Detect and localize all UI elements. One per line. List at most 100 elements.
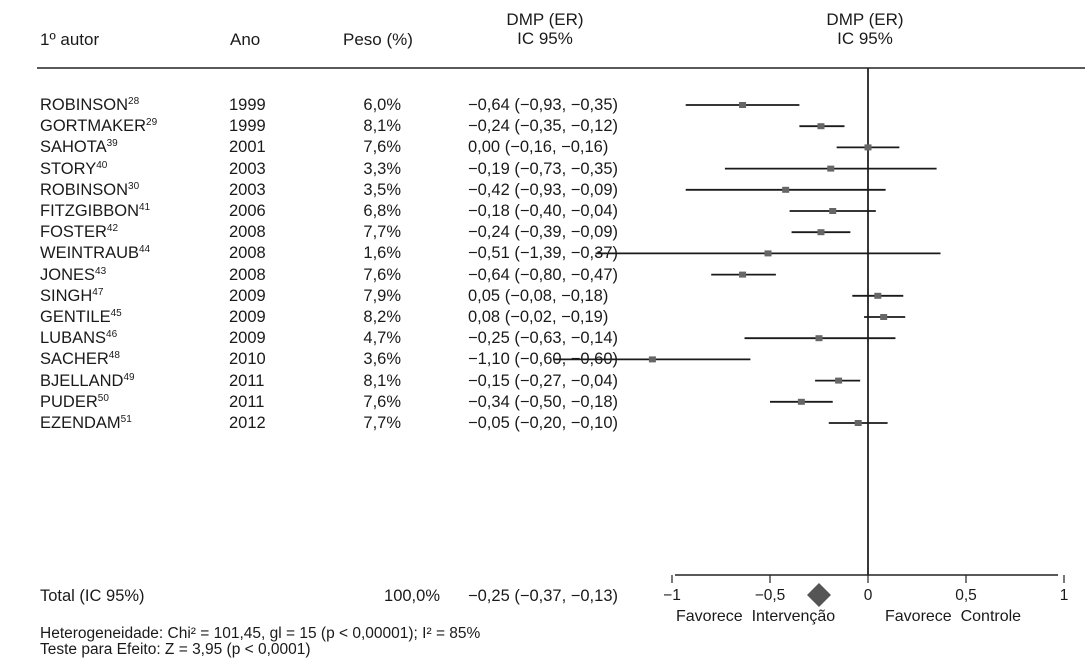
study-year: 2001: [229, 138, 266, 157]
study-author-name: SINGH: [40, 286, 93, 305]
study-year: 2011: [229, 371, 265, 390]
study-author-name: WEINTRAUB: [40, 244, 139, 263]
study-reference: 40: [96, 159, 108, 171]
study-year: 2003: [229, 180, 266, 199]
point-marker: [739, 271, 747, 278]
x-tick-label: 1: [1060, 587, 1069, 604]
study-year: 1999: [229, 117, 266, 136]
study-author-name: ROBINSON: [40, 96, 129, 114]
study-author: GORTMAKER29: [40, 117, 157, 136]
study-ci: −0,24 (−0,35, −0,12): [468, 117, 618, 136]
study-ci: −0,05 (−0,20, −0,10): [468, 414, 618, 432]
header-plot: DMP (ER) IC 95%: [790, 10, 940, 48]
study-author: FITZGIBBON41: [40, 202, 150, 221]
study-author-name: GENTILE: [40, 308, 111, 326]
study-weight: 7,9%: [363, 286, 401, 305]
header-smd-line2: IC 95%: [517, 29, 573, 48]
total-ci: −0,25 (−0,37, −0,13): [468, 587, 618, 605]
study-ci: −0,42 (−0,93, −0,09): [468, 180, 618, 199]
point-marker: [817, 229, 825, 236]
study-ci: −0,24 (−0,39, −0,09): [468, 223, 618, 242]
study-weight: 7,6%: [363, 138, 401, 157]
header-smd: DMP (ER) IC 95%: [470, 10, 620, 48]
study-author-name: BJELLAND: [40, 371, 124, 390]
point-marker: [739, 102, 747, 108]
point-marker: [648, 356, 656, 363]
study-author: ROBINSON28: [40, 96, 139, 115]
study-weight: 6,8%: [363, 202, 401, 220]
header-author: 1º autor: [40, 30, 100, 49]
study-reference: 48: [108, 350, 120, 362]
point-marker: [817, 123, 825, 130]
study-author: SAHOTA39: [40, 138, 118, 157]
study-author: GENTILE45: [40, 308, 122, 327]
study-year: 2008: [229, 265, 266, 284]
study-author-name: FOSTER: [40, 223, 107, 242]
x-tick-label: −0,5: [755, 587, 786, 604]
study-author: BJELLAND49: [40, 372, 135, 391]
study-weight: 1,6%: [363, 244, 401, 263]
study-author-name: JONES: [40, 265, 96, 284]
study-ci: 0,00 (−0,16, −0,16): [468, 138, 609, 157]
study-reference: 28: [128, 96, 140, 107]
study-weight: 3,5%: [363, 180, 401, 199]
point-marker: [864, 144, 872, 151]
study-weight: 8,2%: [363, 308, 401, 326]
point-marker: [854, 420, 862, 426]
x-tick-label: −1: [663, 587, 681, 604]
study-author-name: ROBINSON: [40, 180, 129, 199]
point-marker: [874, 292, 882, 299]
study-author: SACHER48: [40, 350, 120, 369]
point-marker: [797, 398, 805, 405]
study-author-name: SAHOTA: [40, 138, 107, 157]
header-smd-line1: DMP (ER): [506, 10, 584, 29]
heterogeneity-text: Heterogeneidade: Chi² = 101,45, gl = 15 …: [40, 625, 481, 642]
study-weight: 8,1%: [363, 371, 401, 390]
study-author-name: STORY: [40, 159, 97, 178]
study-ci: −0,25 (−0,63, −0,14): [468, 329, 618, 348]
x-tick-label: 0,5: [955, 587, 977, 604]
study-reference: 43: [95, 265, 107, 277]
study-ci: 0,05 (−0,08, −0,18): [468, 286, 609, 305]
header-weight: Peso (%): [343, 30, 413, 49]
study-author: LUBANS46: [40, 329, 117, 348]
study-author-name: PUDER: [40, 392, 98, 411]
study-weight: 6,0%: [363, 96, 401, 114]
study-weight: 3,3%: [363, 159, 401, 178]
point-marker: [815, 335, 823, 342]
study-author-name: FITZGIBBON: [40, 202, 139, 220]
study-reference: 49: [123, 371, 135, 383]
study-author-name: SACHER: [40, 350, 109, 369]
study-ci: −0,15 (−0,27, −0,04): [468, 371, 618, 390]
study-author-name: LUBANS: [40, 329, 107, 348]
study-year: 2010: [229, 350, 266, 369]
study-ci: −0,34 (−0,50, −0,18): [468, 392, 618, 411]
study-ci: −0,18 (−0,40, −0,04): [468, 202, 618, 220]
study-ci: −0,64 (−0,93, −0,35): [468, 96, 618, 114]
point-marker: [880, 314, 888, 320]
total-weight: 100,0%: [384, 587, 440, 605]
study-year: 2009: [229, 308, 266, 326]
study-reference: 45: [110, 308, 122, 319]
study-reference: 39: [106, 138, 118, 150]
study-reference: 50: [97, 392, 109, 404]
study-year: 2009: [229, 329, 266, 348]
study-author: STORY40: [40, 160, 107, 179]
study-reference: 42: [106, 223, 119, 235]
study-year: 2003: [229, 159, 266, 178]
study-reference: 44: [139, 244, 151, 256]
study-reference: 46: [106, 329, 118, 341]
study-ci: −1,10 (−0,60, −0,60): [468, 350, 618, 369]
header-plot-line1: DMP (ER): [826, 10, 904, 29]
study-weight: 7,6%: [363, 265, 401, 284]
study-ci: −0,51 (−1,39, −0,37): [468, 244, 618, 263]
study-author: FOSTER42: [40, 223, 118, 242]
study-author: JONES43: [40, 266, 106, 285]
header-year: Ano: [230, 30, 261, 49]
study-author: ROBINSON30: [40, 181, 139, 200]
point-marker: [827, 165, 835, 172]
point-marker: [835, 377, 843, 384]
pooled-diamond: [807, 583, 831, 607]
total-label: Total (IC 95%): [40, 587, 145, 605]
